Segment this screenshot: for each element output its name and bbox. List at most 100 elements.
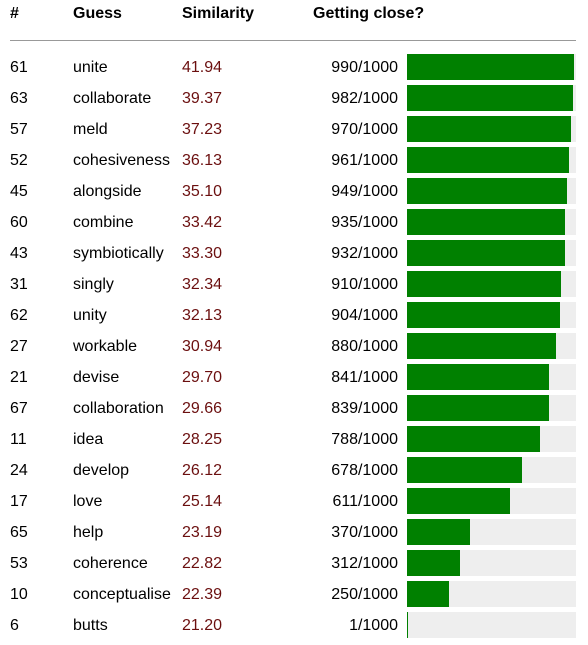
- progress-bar: [407, 519, 576, 545]
- header-getting-close: Getting close?: [313, 5, 425, 22]
- guess-word: cohesiveness: [73, 152, 170, 169]
- guess-number: 53: [10, 555, 28, 572]
- guess-word: help: [73, 524, 104, 541]
- progress-bar: [407, 488, 576, 514]
- progress-bar: [407, 85, 576, 111]
- guess-word: collaborate: [73, 90, 152, 107]
- guess-word: butts: [73, 617, 108, 634]
- guess-number: 52: [10, 152, 28, 169]
- similarity-value: 41.94: [182, 59, 223, 76]
- closeness-value: 839/1000: [331, 400, 398, 417]
- progress-bar: [407, 302, 576, 328]
- guess-word: meld: [73, 121, 108, 138]
- similarity-value: 33.42: [182, 214, 223, 231]
- closeness-value: 250/1000: [331, 586, 398, 603]
- header-similarity: Similarity: [182, 5, 255, 22]
- similarity-value: 35.10: [182, 183, 223, 200]
- closeness-value: 1/1000: [349, 617, 398, 634]
- closeness-value: 982/1000: [331, 90, 398, 107]
- guess-word: idea: [73, 431, 104, 448]
- closeness-value: 990/1000: [331, 59, 398, 76]
- progress-bar-fill: [407, 457, 522, 483]
- similarity-value: 26.12: [182, 462, 223, 479]
- guess-number: 27: [10, 338, 28, 355]
- progress-bar-fill: [407, 209, 565, 235]
- guess-word: love: [73, 493, 103, 510]
- closeness-value: 935/1000: [331, 214, 398, 231]
- table-row: 17 love 25.14 611/1000: [0, 486, 588, 517]
- progress-bar: [407, 54, 576, 80]
- guess-word: alongside: [73, 183, 142, 200]
- progress-bar: [407, 457, 576, 483]
- progress-bar-fill: [407, 333, 556, 359]
- progress-bar: [407, 612, 576, 638]
- progress-bar: [407, 240, 576, 266]
- table-header: # Guess Similarity Getting close?: [0, 0, 588, 30]
- guess-word: coherence: [73, 555, 148, 572]
- table-row: 60 combine 33.42 935/1000: [0, 207, 588, 238]
- guess-number: 6: [10, 617, 19, 634]
- closeness-value: 841/1000: [331, 369, 398, 386]
- progress-bar-fill: [407, 178, 567, 204]
- guess-number: 63: [10, 90, 28, 107]
- guess-word: devise: [73, 369, 120, 386]
- closeness-value: 312/1000: [331, 555, 398, 572]
- guess-word: symbiotically: [73, 245, 164, 262]
- table-row: 52 cohesiveness 36.13 961/1000: [0, 145, 588, 176]
- table-row: 65 help 23.19 370/1000: [0, 517, 588, 548]
- progress-bar: [407, 271, 576, 297]
- closeness-value: 788/1000: [331, 431, 398, 448]
- guess-number: 43: [10, 245, 28, 262]
- table-row: 63 collaborate 39.37 982/1000: [0, 83, 588, 114]
- similarity-value: 39.37: [182, 90, 223, 107]
- guess-number: 57: [10, 121, 28, 138]
- table-row: 10 conceptualise 22.39 250/1000: [0, 579, 588, 610]
- table-row: 27 workable 30.94 880/1000: [0, 331, 588, 362]
- header-num: #: [10, 5, 19, 22]
- guess-word: develop: [73, 462, 130, 479]
- progress-bar-fill: [407, 85, 573, 111]
- header-divider: [10, 40, 576, 41]
- table-row: 61 unite 41.94 990/1000: [0, 52, 588, 83]
- similarity-value: 28.25: [182, 431, 223, 448]
- progress-bar-fill: [407, 240, 565, 266]
- progress-bar: [407, 395, 576, 421]
- header-guess: Guess: [73, 5, 122, 22]
- closeness-value: 678/1000: [331, 462, 398, 479]
- table-row: 45 alongside 35.10 949/1000: [0, 176, 588, 207]
- progress-bar: [407, 116, 576, 142]
- guess-number: 24: [10, 462, 28, 479]
- guess-number: 65: [10, 524, 28, 541]
- progress-bar: [407, 209, 576, 235]
- guess-number: 67: [10, 400, 28, 417]
- similarity-value: 36.13: [182, 152, 223, 169]
- guess-number: 61: [10, 59, 28, 76]
- similarity-value: 22.39: [182, 586, 223, 603]
- progress-bar-fill: [407, 395, 549, 421]
- similarity-value: 23.19: [182, 524, 223, 541]
- guess-word: combine: [73, 214, 134, 231]
- progress-bar: [407, 147, 576, 173]
- guess-word: conceptualise: [73, 586, 171, 603]
- guess-number: 62: [10, 307, 28, 324]
- guess-number: 11: [10, 431, 27, 448]
- similarity-value: 29.66: [182, 400, 223, 417]
- progress-bar-fill: [407, 147, 569, 173]
- similarity-value: 29.70: [182, 369, 223, 386]
- progress-bar: [407, 178, 576, 204]
- closeness-value: 910/1000: [331, 276, 398, 293]
- progress-bar-fill: [407, 519, 470, 545]
- progress-bar-fill: [407, 302, 560, 328]
- guess-number: 17: [10, 493, 28, 510]
- progress-bar-fill: [407, 550, 460, 576]
- guess-word: unite: [73, 59, 108, 76]
- guess-number: 10: [10, 586, 28, 603]
- closeness-value: 904/1000: [331, 307, 398, 324]
- table-row: 24 develop 26.12 678/1000: [0, 455, 588, 486]
- table-row: 62 unity 32.13 904/1000: [0, 300, 588, 331]
- guess-word: unity: [73, 307, 107, 324]
- closeness-value: 932/1000: [331, 245, 398, 262]
- guess-word: workable: [73, 338, 138, 355]
- closeness-value: 370/1000: [331, 524, 398, 541]
- similarity-value: 25.14: [182, 493, 223, 510]
